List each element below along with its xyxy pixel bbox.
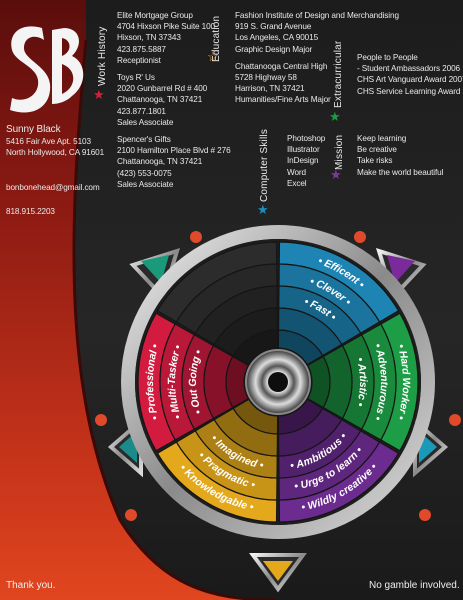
work-history-heading: Work History — [97, 26, 108, 86]
wheel-segments — [137, 241, 419, 523]
wheel-metal-rim — [121, 225, 435, 539]
education-line: 5728 Highway 58 — [235, 73, 297, 83]
computer-star-icon: ★ — [257, 202, 269, 217]
wheel-segment-band — [277, 398, 324, 435]
work-line: 423.877.1801 — [117, 106, 166, 116]
education-line: Los Angeles, CA 90015 — [235, 33, 319, 43]
work-star-icon: ★ — [93, 87, 105, 102]
wheel-segment-band — [232, 329, 279, 366]
education-school: Fashion Institute of Design and Merchand… — [235, 11, 399, 20]
wheel-trait-label: • Out Going • — [187, 348, 205, 416]
extracurricular-list: People to People - Student Ambassadors 2… — [357, 52, 463, 97]
skill-item: Photoshop — [287, 134, 326, 143]
wheel-trait-label: • Professional • — [144, 342, 162, 421]
ornament-dot — [354, 231, 366, 243]
person-name: Sunny Black — [6, 124, 61, 135]
work-line: 2020 Gunbarrel Rd # 400 — [117, 84, 208, 94]
computer-skills-list: Photoshop Illustrator InDesign Word Exce… — [287, 133, 325, 189]
ornament-dot — [125, 509, 137, 521]
wheel-segment-band — [225, 355, 250, 409]
wheel-segment-band — [277, 329, 324, 366]
work-company: Spencer's Gifts — [117, 135, 171, 145]
extracurricular-star-icon: ★ — [329, 109, 341, 124]
education-line: Harrison, TN 37421 — [235, 84, 305, 94]
education-line: 919 S. Grand Avenue — [235, 22, 312, 32]
wheel-trait-label: • Hard Worker • — [395, 343, 412, 422]
wheel-trait-label: • Artistic • — [354, 356, 369, 408]
work-role: Receptionist — [117, 55, 161, 65]
education-school: Chattanooga Central High — [235, 61, 328, 71]
extracurricular-heading: Extracurricular — [333, 40, 344, 108]
ornament-dot — [419, 509, 431, 521]
extracurricular-item: - Student Ambassadors 2006 — [357, 64, 460, 74]
ornament-gem-ne — [387, 255, 415, 283]
work-line: 4704 Hixson Pike Suite 100 — [117, 22, 215, 32]
work-line: 423.875.5887 — [117, 44, 166, 54]
sb-monogram-logo — [10, 26, 84, 113]
education-line: Humanities/Fine Arts Major — [235, 95, 331, 105]
work-line: Chattanooga, TN 37421 — [117, 95, 203, 105]
person-email[interactable]: bonbonehead@gmail.com — [6, 183, 100, 192]
mission-item: Take risks — [357, 156, 393, 166]
computer-skills-heading: Computer Skills — [259, 128, 270, 202]
work-line: 2100 Hamilton Place Blvd # 276 — [117, 146, 231, 156]
work-role: Sales Associate — [117, 179, 174, 189]
skill-item: Word — [287, 167, 307, 177]
ornament-dot — [190, 231, 202, 243]
work-history-list: Elite Mortgage Group 4704 Hixson Pike Su… — [117, 10, 231, 190]
education-line: Graphic Design Major — [235, 44, 313, 54]
ornament-gem-s — [263, 561, 293, 581]
ornament-dot — [95, 414, 107, 426]
work-company: Toys R' Us — [117, 73, 155, 83]
wheel-trait-label: • Multi-Tasker • — [166, 343, 184, 421]
work-line: (423) 553-0075 — [117, 168, 172, 178]
work-line: Chattanooga, TN 37421 — [117, 157, 203, 167]
skill-item: Illustrator — [287, 145, 320, 155]
address-line: 5416 Fair Ave Apt. 5103 — [6, 137, 91, 146]
personality-wheel: • Efficent •• Clever •• Fast •• Hard Wor… — [95, 225, 461, 593]
wheel-segment-band — [232, 398, 279, 435]
mission-item: Be creative — [357, 145, 397, 155]
wheel-segment-band — [306, 355, 331, 409]
mission-star-icon: ★ — [330, 167, 342, 182]
person-address: 5416 Fair Ave Apt. 5103 North Hollywood,… — [6, 136, 104, 158]
skill-item: Excel — [287, 178, 307, 188]
ornament-gem-nw — [141, 255, 169, 283]
work-role: Sales Associate — [117, 117, 174, 127]
wheel-hub-center — [268, 372, 288, 392]
ornament-dot — [449, 414, 461, 426]
footer-tagline: No gamble involved. — [369, 580, 460, 591]
person-phone: 818.915.2203 — [6, 207, 55, 216]
work-line: Hixson, TN 37343 — [117, 33, 181, 43]
extracurricular-item: CHS Art Vanguard Award 2007 — [357, 75, 463, 85]
extracurricular-item: CHS Service Learning Award 2007 — [357, 86, 463, 96]
address-line: North Hollywood, CA 91601 — [6, 148, 105, 158]
footer-thanks: Thank you. — [6, 580, 56, 591]
work-company: Elite Mortgage Group — [117, 11, 193, 20]
education-list: Fashion Institute of Design and Merchand… — [235, 10, 399, 106]
mission-heading: Mission — [334, 134, 345, 170]
mission-item: Keep learning — [357, 134, 407, 143]
skill-item: InDesign — [287, 156, 319, 166]
education-star-icon: ☆ — [207, 49, 219, 64]
mission-list: Keep learning Be creative Take risks Mak… — [357, 133, 443, 178]
mission-item: Make the world beautiful — [357, 167, 444, 177]
extracurricular-item: People to People — [357, 53, 418, 62]
